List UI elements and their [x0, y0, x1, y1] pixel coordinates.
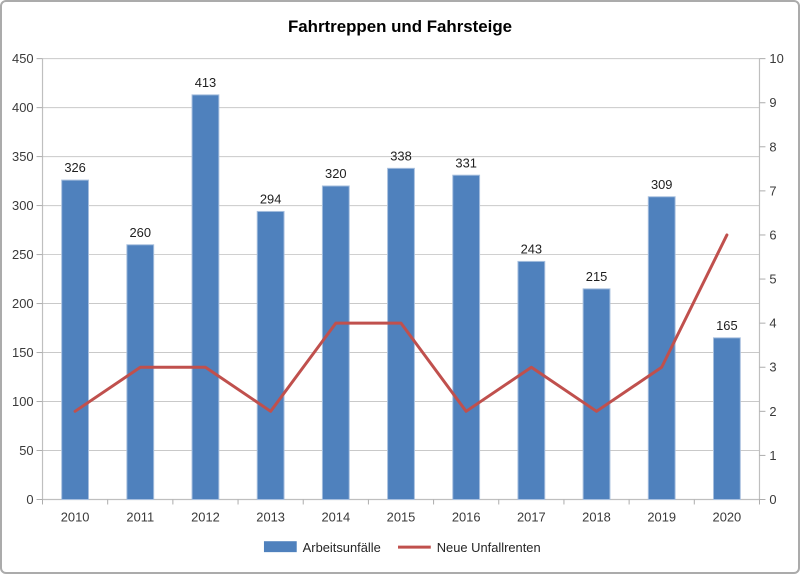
- bar-value-label-2011: 260: [130, 225, 152, 240]
- bar-value-label-2012: 413: [195, 75, 217, 90]
- bar-value-label-2018: 215: [586, 269, 608, 284]
- x-axis-label-2013: 2013: [256, 509, 285, 524]
- bar-value-label-2014: 320: [325, 166, 347, 181]
- right-axis-tick-label: 1: [769, 448, 776, 463]
- x-axis-label-2012: 2012: [191, 509, 220, 524]
- left-axis-tick-label: 200: [12, 296, 34, 311]
- bar-value-label-2010: 326: [64, 160, 86, 175]
- right-axis-tick-label: 4: [769, 316, 776, 331]
- left-axis-tick-label: 300: [12, 198, 34, 213]
- x-axis-label-2014: 2014: [321, 509, 350, 524]
- bar-value-label-2019: 309: [651, 177, 673, 192]
- bar-2016: [452, 174, 481, 501]
- x-axis-label-2011: 2011: [126, 509, 154, 524]
- x-axis-label-2019: 2019: [647, 509, 676, 524]
- x-axis-label-2016: 2016: [452, 509, 481, 524]
- x-axis-label-2010: 2010: [61, 509, 90, 524]
- right-axis-tick-label: 8: [769, 139, 776, 154]
- right-axis-tick-label: 6: [769, 227, 776, 242]
- legend-line-label: Neue Unfallrenten: [437, 540, 541, 555]
- right-axis-tick-label: 3: [769, 360, 776, 375]
- right-axis-tick-label: 2: [769, 404, 776, 419]
- bar-2014: [321, 185, 350, 501]
- bar-2017: [517, 260, 546, 501]
- legend: Arbeitsunfälle Neue Unfallrenten: [263, 540, 541, 555]
- bar-2013: [256, 210, 285, 501]
- bar-2020: [712, 337, 741, 501]
- bar-value-label-2020: 165: [716, 318, 738, 333]
- x-axis-label-2017: 2017: [517, 509, 546, 524]
- x-axis-label-2018: 2018: [582, 509, 611, 524]
- left-axis-tick-label: 400: [12, 100, 34, 115]
- bar-2010: [61, 179, 90, 501]
- bar-2018: [582, 288, 611, 501]
- right-axis-tick-label: 0: [769, 492, 776, 507]
- legend-bar-swatch: [263, 541, 297, 553]
- line-neue-unfallrenten: [73, 233, 729, 413]
- x-axis-label-2020: 2020: [713, 509, 742, 524]
- right-axis-tick-label: 5: [769, 272, 776, 287]
- left-axis-tick-label: 150: [12, 345, 34, 360]
- right-axis-tick-label: 10: [769, 51, 783, 66]
- x-axis-label-2015: 2015: [387, 509, 416, 524]
- right-axis-tick-label: 7: [769, 183, 776, 198]
- bar-value-label-2017: 243: [521, 241, 543, 256]
- right-axis-tick-label: 9: [769, 95, 776, 110]
- chart-title: Fahrtreppen und Fahrsteige: [288, 17, 512, 36]
- bar-2012: [191, 94, 220, 501]
- left-axis-tick-label: 250: [12, 247, 34, 262]
- bar-value-label-2013: 294: [260, 192, 282, 207]
- left-axis-tick-label: 100: [12, 394, 34, 409]
- bar-value-label-2016: 331: [455, 155, 477, 170]
- legend-bar-label: Arbeitsunfälle: [303, 540, 381, 555]
- left-axis-tick-label: 350: [12, 149, 34, 164]
- left-axis-tick-label: 0: [26, 492, 33, 507]
- left-axis-tick-label: 50: [19, 443, 33, 458]
- bar-value-label-2015: 338: [390, 148, 412, 163]
- plot-area: 0 50 100 150 200 250 300 350 400 450 0 1 2 3 4 5 6 7 8 9 10 2…: [12, 51, 784, 524]
- left-axis-tick-label: 450: [12, 51, 34, 66]
